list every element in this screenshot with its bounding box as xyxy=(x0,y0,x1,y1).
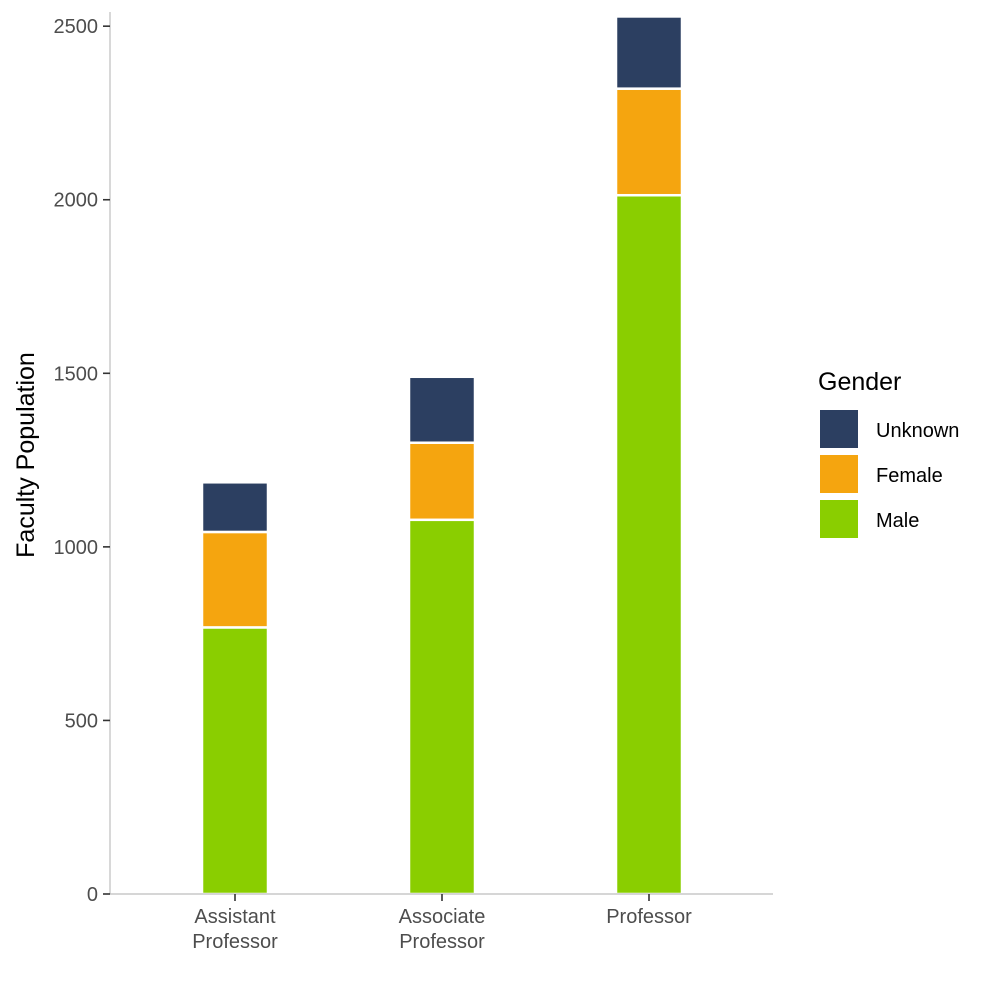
bar-female-3 xyxy=(614,87,684,197)
bar-female-1 xyxy=(200,530,270,629)
legend-swatch-unknown xyxy=(820,410,858,448)
x-tick-label: Professor xyxy=(606,906,692,928)
y-tick-label: 1000 xyxy=(54,537,99,559)
x-tick-label-line: Professor xyxy=(399,931,485,953)
y-tick-label: 0 xyxy=(87,884,98,906)
legend-label-male: Male xyxy=(876,510,919,532)
bar-unknown-3 xyxy=(614,15,684,90)
x-tick-label-line: Associate xyxy=(399,906,486,928)
legend-title: Gender xyxy=(818,368,901,396)
y-tick-label: 500 xyxy=(65,710,98,732)
bar-male-2 xyxy=(407,518,477,896)
x-tick-label-line: Assistant xyxy=(194,906,276,928)
x-tick-label-line: Professor xyxy=(192,931,278,953)
y-tick-label: 2500 xyxy=(54,16,99,38)
x-tick-label-line: Professor xyxy=(606,906,692,928)
x-tick-label: Assistant Professor xyxy=(192,906,278,953)
y-axis-title: Faculty Population xyxy=(12,352,40,558)
x-tick-label: Associate Professor xyxy=(399,906,486,953)
legend-swatch-male xyxy=(820,500,858,538)
legend: Gender Unknown Female Male xyxy=(818,368,959,538)
y-axis: 0 500 1000 1500 2000 2500 xyxy=(54,12,111,906)
y-tick-label: 2000 xyxy=(54,190,99,212)
bar-unknown-1 xyxy=(200,481,270,534)
plot-area xyxy=(200,15,684,896)
legend-label-unknown: Unknown xyxy=(876,420,959,442)
y-tick-label: 1500 xyxy=(54,363,99,385)
legend-label-female: Female xyxy=(876,465,943,487)
bar-unknown-2 xyxy=(407,375,477,444)
bar-male-3 xyxy=(614,193,684,896)
x-axis: Assistant Professor Associate Professor Prof… xyxy=(110,893,773,953)
bar-male-1 xyxy=(200,626,270,896)
legend-swatch-female xyxy=(820,455,858,493)
bar-female-2 xyxy=(407,441,477,522)
